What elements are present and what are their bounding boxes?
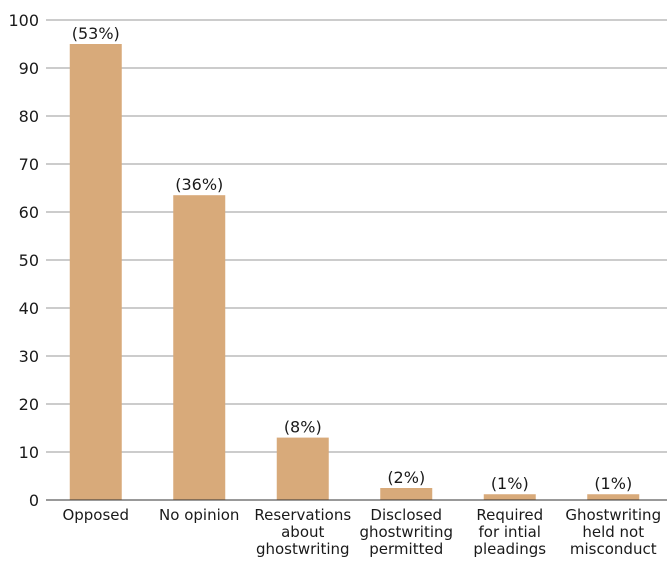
category-label-line: misconduct xyxy=(570,540,657,558)
bar xyxy=(173,195,226,500)
y-tick-label: 70 xyxy=(19,155,39,174)
y-axis-ticks: 0 10 20 30 40 50 60 70 80 90 100 xyxy=(8,11,39,510)
category-label-line: No opinion xyxy=(159,506,239,524)
category-label-line: pleadings xyxy=(473,540,546,558)
category-labels: Opposed No opinion Reservations about ghostw… xyxy=(62,506,661,558)
category-label-line: Opposed xyxy=(62,506,129,524)
y-tick-label: 60 xyxy=(19,203,39,222)
bar xyxy=(380,488,433,500)
category-label: Required for intial pleadings xyxy=(473,506,546,558)
category-label-line: for intial xyxy=(479,523,541,541)
category-label-line: Required xyxy=(476,506,543,524)
category-label-line: Reservations xyxy=(254,506,351,524)
data-label: (53%) xyxy=(72,24,120,43)
data-label: (8%) xyxy=(284,418,322,437)
y-tick-label: 40 xyxy=(19,299,39,318)
y-tick-label: 10 xyxy=(19,443,39,462)
bars xyxy=(69,44,640,500)
bar xyxy=(69,44,122,500)
category-label: Ghostwriting held not misconduct xyxy=(565,506,661,558)
category-label-line: ghostwriting xyxy=(359,523,453,541)
data-label: (1%) xyxy=(594,474,632,493)
category-label-line: Disclosed xyxy=(370,506,442,524)
data-label: (1%) xyxy=(491,474,529,493)
y-tick-label: 50 xyxy=(19,251,39,270)
category-label-line: ghostwriting xyxy=(256,540,350,558)
bar xyxy=(587,494,640,500)
y-tick-label: 20 xyxy=(19,395,39,414)
category-label-line: held not xyxy=(582,523,644,541)
category-label: No opinion xyxy=(159,506,239,524)
bar xyxy=(276,437,329,500)
data-label: (2%) xyxy=(387,468,425,487)
y-tick-label: 90 xyxy=(19,59,39,78)
y-tick-label: 30 xyxy=(19,347,39,366)
category-label-line: permitted xyxy=(369,540,443,558)
y-tick-label: 80 xyxy=(19,107,39,126)
data-labels: (53%) (36%) (8%) (2%) (1%) (1%) xyxy=(72,24,632,493)
category-label-line: Ghostwriting xyxy=(565,506,661,524)
y-tick-label: 100 xyxy=(8,11,39,30)
bar xyxy=(483,494,536,500)
gridlines xyxy=(46,19,667,453)
category-label: Disclosed ghostwriting permitted xyxy=(359,506,453,558)
data-label: (36%) xyxy=(175,175,223,194)
category-label: Reservations about ghostwriting xyxy=(254,506,351,558)
category-label-line: about xyxy=(281,523,324,541)
category-label: Opposed xyxy=(62,506,129,524)
y-tick-label: 0 xyxy=(29,491,39,510)
